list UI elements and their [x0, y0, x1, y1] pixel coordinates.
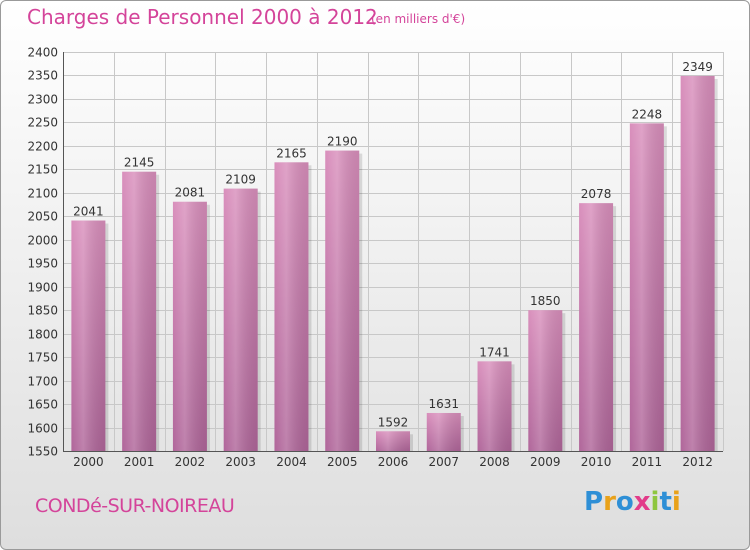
data-label: 1592: [378, 415, 409, 429]
chart-unit: (en milliers d'€): [371, 12, 466, 26]
bar-shine: [172, 201, 207, 451]
y-tick-label: 1850: [27, 304, 58, 318]
bar-shine: [325, 150, 360, 451]
x-tick-label: 2004: [276, 455, 307, 469]
proxiti-logo: Proxiti: [584, 487, 681, 517]
data-label: 2190: [327, 135, 358, 149]
y-tick-label: 1800: [27, 328, 58, 342]
data-label: 2165: [276, 146, 307, 160]
logo-letter: t: [659, 487, 672, 517]
logo-letter: r: [603, 487, 616, 517]
bar-shine: [477, 361, 512, 451]
y-tick-label: 1650: [27, 398, 58, 412]
y-tick-label: 2400: [27, 46, 58, 60]
bar-shine: [71, 220, 106, 451]
x-tick-label: 2003: [225, 455, 256, 469]
data-label: 2109: [225, 173, 256, 187]
y-tick-label: 1900: [27, 281, 58, 295]
bar-shine: [528, 310, 563, 451]
data-label: 1631: [428, 397, 459, 411]
bar-shine: [680, 75, 715, 451]
bar-shine: [274, 162, 309, 451]
y-tick-label: 1950: [27, 257, 58, 271]
logo-letter: o: [615, 487, 634, 517]
x-tick-label: 2000: [73, 455, 104, 469]
y-tick-label: 1600: [27, 422, 58, 436]
data-label: 2078: [581, 187, 612, 201]
bar-shine: [122, 171, 157, 451]
bar-shine: [223, 188, 258, 451]
x-tick-label: 2011: [632, 455, 663, 469]
y-tick-label: 2200: [27, 140, 58, 154]
y-tick-label: 2100: [27, 187, 58, 201]
x-tick-label: 2002: [175, 455, 206, 469]
y-tick-label: 2000: [27, 234, 58, 248]
logo-letter: P: [584, 487, 604, 517]
chart-title: Charges de Personnel 2000 à 2012: [27, 5, 378, 29]
logo-letter: i: [671, 487, 681, 517]
x-tick-label: 2012: [682, 455, 713, 469]
data-label: 2145: [124, 156, 155, 170]
x-tick-label: 2007: [428, 455, 459, 469]
bar-shine: [426, 412, 461, 451]
data-label: 1741: [479, 345, 510, 359]
data-label: 2248: [632, 107, 663, 121]
y-tick-label: 2300: [27, 93, 58, 107]
data-label: 2041: [73, 205, 104, 219]
y-tick-label: 2150: [27, 163, 58, 177]
y-tick-label: 1550: [27, 445, 58, 459]
x-tick-label: 2010: [581, 455, 612, 469]
data-label: 2081: [175, 186, 206, 200]
x-tick-label: 2009: [530, 455, 561, 469]
y-tick-label: 2050: [27, 210, 58, 224]
data-label: 2349: [682, 60, 713, 74]
bar-shine: [579, 203, 614, 451]
commune-name: CONDé-SUR-NOIREAU: [35, 495, 235, 517]
y-tick-label: 2350: [27, 69, 58, 83]
bar-shine: [629, 123, 664, 451]
y-tick-label: 2250: [27, 116, 58, 130]
y-tick-label: 1750: [27, 351, 58, 365]
y-tick-label: 1700: [27, 375, 58, 389]
x-tick-label: 2006: [378, 455, 409, 469]
x-tick-label: 2001: [124, 455, 155, 469]
x-tick-label: 2005: [327, 455, 358, 469]
x-tick-label: 2008: [479, 455, 510, 469]
logo-letter: x: [633, 487, 651, 517]
data-label: 1850: [530, 294, 561, 308]
logo-letter: i: [650, 487, 660, 517]
bar-shine: [376, 431, 410, 451]
